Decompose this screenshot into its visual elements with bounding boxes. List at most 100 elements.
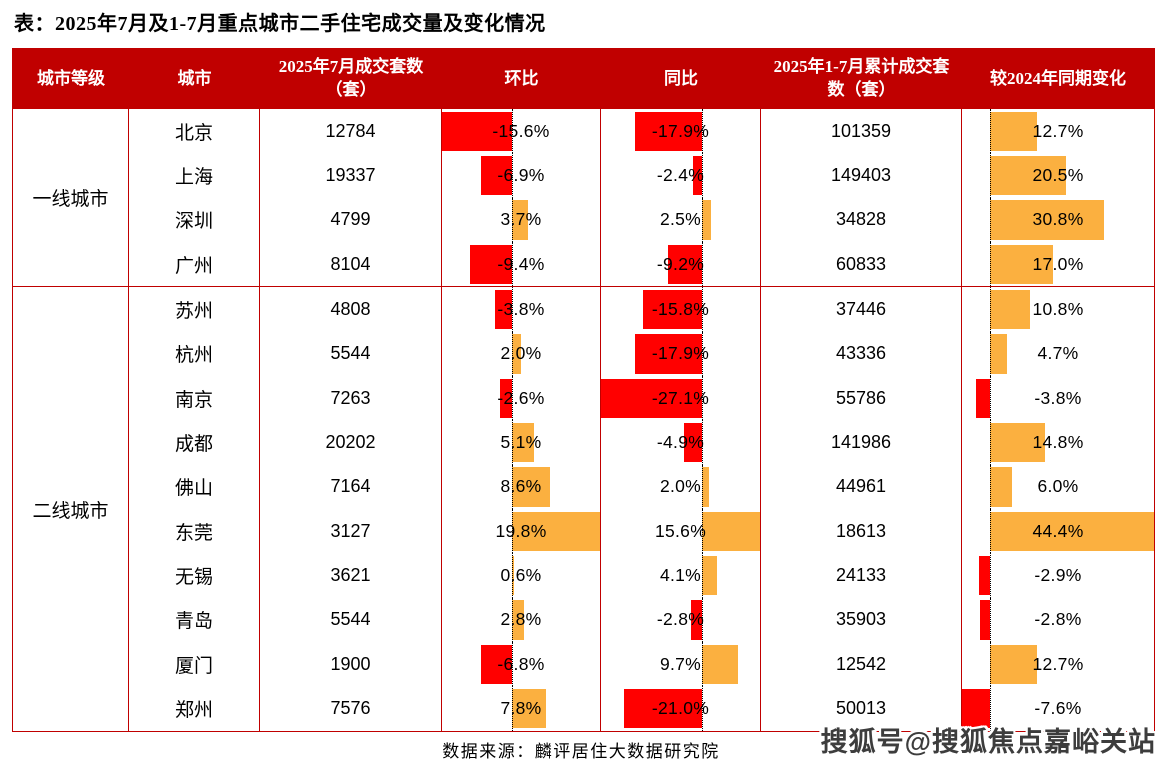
table-row: 杭州 5544 2.0% -17.9% 43336 4.7%	[129, 331, 1154, 377]
vs2024-bar-cell: 10.8%	[962, 287, 1154, 332]
bar-value-label: 4.7%	[1037, 343, 1079, 364]
vs2024-bar-cell: 14.8%	[962, 420, 1154, 465]
jul-volume-cell: 1900	[260, 642, 442, 687]
zero-axis-line	[990, 197, 992, 243]
city-cell: 广州	[129, 242, 260, 287]
jul-volume-cell: 20202	[260, 420, 442, 465]
negative-bar	[601, 378, 702, 418]
zero-axis-line	[511, 686, 513, 731]
mom-bar-cell: -6.8%	[442, 642, 601, 687]
zero-axis-line	[701, 109, 703, 154]
bar-value-label: -15.6%	[492, 120, 550, 141]
yoy-bar-cell: -9.2%	[601, 242, 761, 287]
negative-bar	[683, 422, 702, 463]
negative-bar	[691, 600, 702, 640]
positive-bar	[990, 244, 1053, 284]
bar-value-label: -2.8%	[656, 609, 705, 630]
mom-bar-cell: 0.6%	[442, 553, 601, 598]
zero-axis-line	[701, 597, 703, 643]
city-cell: 郑州	[129, 686, 260, 731]
table-row: 成都 20202 5.1% -4.9% 141986 14.8%	[129, 420, 1154, 465]
zero-axis-line	[701, 464, 703, 510]
cum-volume-cell: 34828	[761, 197, 962, 243]
city-cell: 无锡	[129, 553, 260, 598]
zero-axis-line	[701, 553, 703, 598]
positive-bar	[701, 200, 712, 240]
city-cell: 厦门	[129, 642, 260, 687]
yoy-bar-cell: -21.0%	[601, 686, 761, 731]
mom-bar-cell: 5.1%	[442, 420, 601, 465]
bar-value-label: 19.8%	[495, 520, 547, 541]
jul-volume-cell: 4799	[260, 197, 442, 243]
city-cell: 青岛	[129, 597, 260, 643]
city-tier-cell: 二线城市	[13, 287, 129, 731]
yoy-bar-cell: 2.5%	[601, 197, 761, 243]
bar-value-label: -17.9%	[651, 343, 710, 364]
jul-volume-cell: 5544	[260, 597, 442, 643]
zero-axis-line	[701, 287, 703, 332]
table-header-row: 城市等级 城市 2025年7月成交套数（套） 环比 同比 2025年1-7月累计…	[13, 49, 1154, 109]
positive-bar	[990, 334, 1008, 374]
jul-volume-cell: 7576	[260, 686, 442, 731]
positive-bar	[990, 111, 1037, 151]
cum-volume-cell: 44961	[761, 464, 962, 510]
bar-value-label: 17.0%	[1032, 253, 1084, 274]
zero-axis-line	[511, 109, 513, 154]
zero-axis-line	[511, 376, 513, 421]
jul-volume-cell: 4808	[260, 287, 442, 332]
tier-rows: 苏州 4808 -3.8% -15.8% 37446 10.8% 杭州 5544 2.0% -17…	[129, 287, 1154, 731]
positive-bar	[511, 511, 600, 551]
vs2024-bar-cell: -2.9%	[962, 553, 1154, 598]
vs2024-bar-cell: 17.0%	[962, 242, 1154, 287]
bar-value-label: 6.0%	[1037, 476, 1079, 497]
zero-axis-line	[990, 287, 992, 332]
jul-volume-cell: 3621	[260, 553, 442, 598]
table-row: 北京 12784 -15.6% -17.9% 101359 12.7%	[129, 109, 1154, 154]
zero-axis-line	[701, 197, 703, 243]
city-cell: 深圳	[129, 197, 260, 243]
zero-axis-line	[701, 153, 703, 198]
jul-volume-cell: 5544	[260, 331, 442, 377]
yoy-bar-cell: -27.1%	[601, 376, 761, 421]
vs2024-bar-cell: -7.6%	[962, 686, 1154, 731]
zero-axis-line	[511, 153, 513, 198]
city-tier-cell: 一线城市	[13, 109, 129, 287]
zero-axis-line	[701, 686, 703, 731]
bar-value-label: -2.8%	[1034, 609, 1082, 630]
zero-axis-line	[511, 597, 513, 643]
zero-axis-line	[990, 242, 992, 287]
table-row: 厦门 1900 -6.8% 9.7% 12542 12.7%	[129, 642, 1154, 687]
vs2024-bar-cell: 44.4%	[962, 509, 1154, 554]
positive-bar	[511, 467, 550, 507]
jul-volume-cell: 8104	[260, 242, 442, 287]
positive-bar	[990, 422, 1045, 463]
bar-value-label: -21.0%	[651, 698, 710, 719]
positive-bar	[701, 467, 710, 507]
zero-axis-line	[511, 197, 513, 243]
zero-axis-line	[701, 376, 703, 421]
yoy-bar-cell: 15.6%	[601, 509, 761, 554]
zero-axis-line	[990, 597, 992, 643]
bar-value-label: 2.5%	[659, 209, 702, 230]
positive-bar	[511, 334, 521, 374]
bar-value-label: 2.0%	[659, 476, 702, 497]
bar-value-label: 30.8%	[1032, 209, 1084, 230]
mom-bar-cell: -15.6%	[442, 109, 601, 154]
bar-value-label: -6.9%	[497, 165, 545, 186]
positive-bar	[511, 200, 529, 240]
vs2024-bar-cell: 4.7%	[962, 331, 1154, 377]
positive-bar	[701, 555, 718, 596]
zero-axis-line	[990, 376, 992, 421]
zero-axis-line	[511, 464, 513, 510]
table-row: 东莞 3127 19.8% 15.6% 18613 44.4%	[129, 509, 1154, 554]
table-row: 佛山 7164 8.6% 2.0% 44961 6.0%	[129, 464, 1154, 510]
bar-value-label: -2.9%	[1034, 565, 1082, 586]
negative-bar	[976, 378, 991, 418]
cum-volume-cell: 35903	[761, 597, 962, 643]
bar-value-label: -3.8%	[497, 299, 545, 320]
positive-bar	[511, 422, 535, 463]
bar-value-label: 0.6%	[500, 565, 542, 586]
bar-value-label: 9.7%	[659, 653, 702, 674]
negative-bar	[635, 111, 702, 151]
negative-bar	[494, 289, 512, 330]
